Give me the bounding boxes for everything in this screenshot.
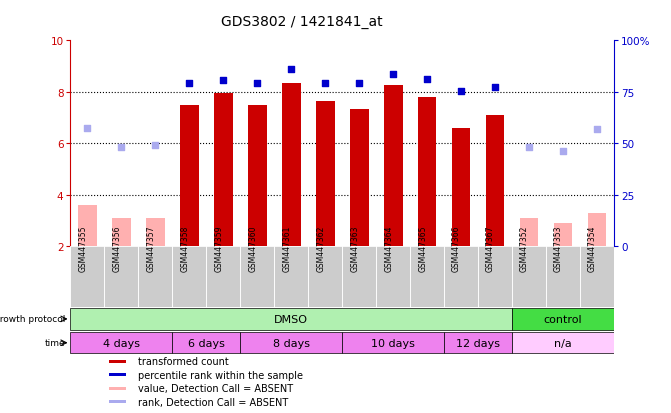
Point: [184, 81, 195, 87]
Text: GSM447358: GSM447358: [180, 225, 189, 272]
Bar: [342, 332, 444, 354]
Point: [320, 81, 331, 87]
Bar: [512, 309, 614, 330]
Text: GSM447360: GSM447360: [248, 225, 257, 272]
Text: GSM447355: GSM447355: [79, 225, 87, 272]
Bar: [78, 206, 97, 247]
Bar: [512, 247, 546, 307]
Text: transformed count: transformed count: [138, 356, 229, 366]
Bar: [520, 218, 538, 247]
Text: GSM447352: GSM447352: [520, 225, 529, 272]
Text: growth protocol: growth protocol: [0, 315, 65, 324]
Point: [523, 145, 534, 151]
Text: n/a: n/a: [554, 338, 572, 348]
Text: GSM447367: GSM447367: [486, 225, 495, 272]
Bar: [180, 105, 199, 247]
Bar: [70, 247, 105, 307]
Point: [558, 148, 568, 155]
Bar: [109, 373, 126, 376]
Text: GSM447366: GSM447366: [452, 225, 461, 272]
Bar: [70, 332, 172, 354]
Bar: [240, 247, 274, 307]
Point: [592, 126, 603, 133]
Text: time: time: [44, 338, 65, 347]
Bar: [109, 400, 126, 404]
Text: 4 days: 4 days: [103, 338, 140, 348]
Text: GSM447362: GSM447362: [316, 225, 325, 272]
Bar: [342, 247, 376, 307]
Bar: [478, 247, 512, 307]
Bar: [146, 218, 164, 247]
Bar: [207, 247, 240, 307]
Bar: [316, 102, 335, 247]
Text: 8 days: 8 days: [272, 338, 310, 348]
Bar: [580, 247, 614, 307]
Bar: [512, 332, 614, 354]
Point: [116, 145, 127, 151]
Bar: [444, 332, 512, 354]
Bar: [384, 86, 403, 247]
Point: [218, 78, 229, 84]
Bar: [350, 109, 368, 247]
Point: [388, 71, 399, 78]
Text: GSM447361: GSM447361: [282, 225, 291, 272]
Text: rank, Detection Call = ABSENT: rank, Detection Call = ABSENT: [138, 397, 289, 407]
Bar: [240, 332, 342, 354]
Bar: [410, 247, 444, 307]
Bar: [418, 98, 436, 247]
Bar: [214, 94, 233, 247]
Text: GSM447353: GSM447353: [554, 225, 563, 272]
Text: GSM447365: GSM447365: [418, 225, 427, 272]
Bar: [138, 247, 172, 307]
Point: [422, 76, 433, 83]
Point: [150, 142, 161, 149]
Text: GDS3802 / 1421841_at: GDS3802 / 1421841_at: [221, 15, 382, 29]
Bar: [248, 105, 266, 247]
Bar: [109, 360, 126, 363]
Text: GSM447363: GSM447363: [350, 225, 359, 272]
Text: GSM447354: GSM447354: [588, 225, 597, 272]
Bar: [282, 84, 301, 247]
Point: [490, 84, 501, 91]
Bar: [112, 218, 131, 247]
Text: GSM447364: GSM447364: [384, 225, 393, 272]
Bar: [546, 247, 580, 307]
Text: 12 days: 12 days: [456, 338, 500, 348]
Bar: [588, 214, 607, 247]
Bar: [376, 247, 410, 307]
Point: [456, 88, 466, 95]
Bar: [172, 247, 207, 307]
Point: [82, 125, 93, 132]
Bar: [486, 116, 505, 247]
Bar: [444, 247, 478, 307]
Text: GSM447359: GSM447359: [214, 225, 223, 272]
Text: 10 days: 10 days: [371, 338, 415, 348]
Text: GSM447356: GSM447356: [113, 225, 121, 272]
Text: control: control: [544, 314, 582, 324]
Bar: [109, 387, 126, 390]
Text: 6 days: 6 days: [188, 338, 225, 348]
Bar: [554, 223, 572, 247]
Text: GSM447357: GSM447357: [146, 225, 156, 272]
Text: value, Detection Call = ABSENT: value, Detection Call = ABSENT: [138, 383, 293, 393]
Point: [286, 66, 297, 73]
Bar: [105, 247, 138, 307]
Bar: [172, 332, 240, 354]
Bar: [274, 247, 308, 307]
Point: [252, 81, 262, 87]
Bar: [70, 309, 512, 330]
Bar: [452, 128, 470, 247]
Point: [354, 81, 364, 87]
Bar: [308, 247, 342, 307]
Text: percentile rank within the sample: percentile rank within the sample: [138, 370, 303, 380]
Text: DMSO: DMSO: [274, 314, 308, 324]
